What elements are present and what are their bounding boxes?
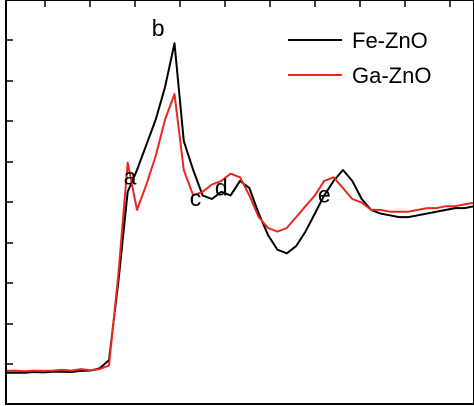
series-lines <box>5 42 474 374</box>
peak-label-b: b <box>152 15 165 41</box>
peak-label-c: c <box>190 185 202 211</box>
axis-ticks <box>6 0 451 365</box>
plot-frame <box>5 0 474 405</box>
peak-label-a: a <box>124 164 137 190</box>
legend-label-1: Ga-ZnO <box>352 63 431 88</box>
peak-label-e: e <box>318 182 331 208</box>
series-line-1 <box>5 93 474 373</box>
legend-label-0: Fe-ZnO <box>352 28 428 53</box>
legend: Fe-ZnO Ga-ZnO <box>288 28 431 88</box>
series-line-0 <box>6 42 474 374</box>
peak-label-d: d <box>215 174 228 200</box>
peak-labels: a b c d e <box>124 15 331 211</box>
